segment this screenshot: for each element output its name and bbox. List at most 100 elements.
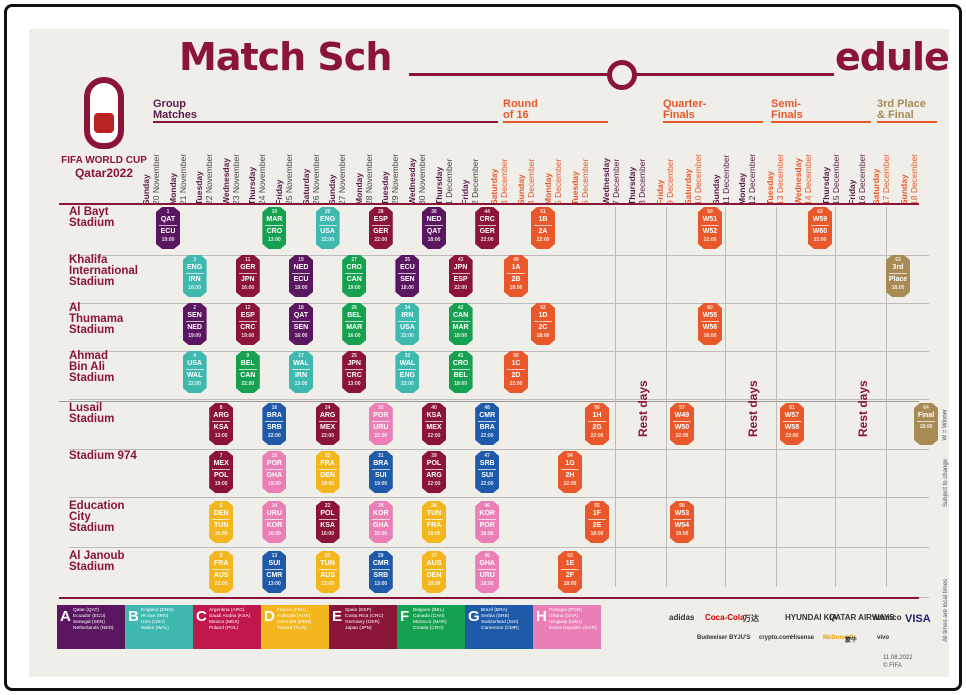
match-tile[interactable]: 63 3rd Place 18:00 — [886, 255, 910, 297]
match-t1: GER — [240, 264, 256, 271]
match-tile[interactable]: 38 TUN FRA 18:00 — [422, 501, 446, 543]
match-tile[interactable]: 25 JPN CRC 13:00 — [342, 351, 367, 393]
match-t2: JPN — [240, 276, 255, 283]
match-divider — [185, 369, 204, 370]
match-tile[interactable]: 44 CRC GER 22:00 — [475, 207, 500, 249]
match-tile[interactable]: 6 DEN TUN 16:00 — [209, 501, 234, 543]
match-tile[interactable]: 22 POL KSA 16:00 — [315, 501, 340, 543]
match-tile[interactable]: 53 1E 2F 18:00 — [558, 551, 582, 593]
match-tile[interactable]: 4 USA WAL 22:00 — [182, 351, 207, 393]
match-tile[interactable]: 43 JPN ESP 22:00 — [448, 255, 473, 297]
match-n: 61 — [789, 405, 795, 411]
match-divider — [318, 569, 337, 570]
match-tile[interactable]: 18 QAT SEN 16:00 — [289, 303, 313, 345]
match-tile[interactable]: 3 ENG IRN 16:00 — [182, 255, 207, 297]
match-tile[interactable]: 36 NED QAT 18:00 — [422, 207, 446, 249]
match-tile[interactable]: 35 ECU SEN 18:00 — [395, 255, 420, 297]
match-tile[interactable]: 21 TUN AUS 13:00 — [315, 551, 340, 593]
match-t1: CAN — [453, 312, 469, 319]
match-tile[interactable]: 41 CRO BEL 18:00 — [448, 351, 473, 393]
legend-team: Denmark (DEN) — [277, 620, 312, 625]
match-tile[interactable]: 34 IRN USA 22:00 — [395, 303, 420, 345]
match-tm: 22:00 — [785, 433, 799, 439]
match-divider — [212, 569, 231, 570]
venue-7: Al Janoub Stadium — [69, 550, 159, 573]
match-tile[interactable]: 28 ESP GER 22:00 — [368, 207, 393, 249]
match-tile[interactable]: 40 KSA MEX 22:00 — [422, 403, 446, 445]
match-divider — [318, 519, 337, 520]
match-tile[interactable]: 45 GHA URU 18:00 — [475, 551, 500, 593]
match-tile[interactable]: 54 1G 2H 22:00 — [558, 451, 582, 493]
match-tile[interactable]: 62 W59 W60 22:00 — [808, 207, 832, 249]
match-tile[interactable]: 58 W53 W54 18:00 — [670, 501, 694, 543]
match-t2: SUI — [481, 472, 494, 479]
poster-frame: Match Sch edule FIFA WORLD CUP Qatar2022… — [4, 4, 962, 691]
match-tm: 18:00 — [454, 333, 467, 339]
match-tile[interactable]: 60 W55 W56 18:00 — [698, 303, 722, 345]
match-tile[interactable]: 9 BEL CAN 22:00 — [235, 351, 260, 393]
row-divider — [69, 547, 929, 548]
phase-sf: Semi- Finals — [771, 98, 803, 121]
match-tile[interactable]: 39 POL ARG 22:00 — [422, 451, 446, 493]
match-n: 36 — [431, 209, 437, 215]
match-t2: ESP — [453, 276, 468, 283]
match-tile[interactable]: 14 URU KOR 16:00 — [262, 501, 287, 543]
match-tile[interactable]: 57 W49 W50 22:00 — [670, 403, 694, 445]
match-tile[interactable]: 11 GER JPN 16:00 — [235, 255, 260, 297]
match-t2: GER — [373, 228, 389, 235]
match-tm: 18:00 — [480, 581, 494, 587]
match-tile[interactable]: 23 FRA DEN 19:00 — [315, 451, 340, 493]
match-divider — [425, 421, 443, 422]
legend-team: Portugal (POR) — [549, 608, 582, 613]
match-tile[interactable]: 26 BEL MAR 16:00 — [342, 303, 367, 345]
match-tile[interactable]: 49 1A 2B 18:00 — [504, 255, 528, 297]
match-tile[interactable]: 51 1B 2A 22:00 — [531, 207, 555, 249]
match-tile[interactable]: 61 W57 W58 22:00 — [780, 403, 804, 445]
day-label: Tuesday 22 November — [194, 154, 214, 205]
match-tile[interactable]: 56 1H 2G 22:00 — [585, 403, 609, 445]
match-tile[interactable]: 32 POR URU 22:00 — [368, 403, 393, 445]
match-tile[interactable]: 19 NED ECU 19:00 — [289, 255, 313, 297]
match-tile[interactable]: 5 FRA AUS 22:00 — [209, 551, 234, 593]
match-tile[interactable]: 37 AUS DEN 18:00 — [422, 551, 446, 593]
match-tile[interactable]: 13 SUI CMR 13:00 — [262, 551, 287, 593]
venue-name-line: Al Bayt — [69, 206, 109, 218]
match-tile[interactable]: 30 KOR GHA 16:00 — [368, 501, 393, 543]
match-tile[interactable]: 27 CRO CAN 19:00 — [342, 255, 367, 297]
match-tile[interactable]: 55 1F 2E 18:00 — [585, 501, 609, 543]
match-tile[interactable]: 2 SEN NED 19:00 — [182, 303, 207, 345]
match-n: 59 — [707, 209, 713, 215]
match-tile[interactable]: 50 1C 2D 22:00 — [504, 351, 528, 393]
match-tile[interactable]: 31 BRA SUI 19:00 — [368, 451, 393, 493]
match-tile[interactable]: 12 ESP CRC 19:00 — [235, 303, 260, 345]
match-tile[interactable]: 29 CMR SRB 13:00 — [368, 551, 393, 593]
match-tile[interactable]: 64 Final 18:00 — [914, 403, 938, 445]
match-tile[interactable]: 10 MAR CRO 13:00 — [262, 207, 287, 249]
match-tile[interactable]: 20 ENG USA 22:00 — [315, 207, 340, 249]
match-tm: 22:00 — [675, 433, 689, 439]
match-n: 8 — [219, 405, 223, 411]
match-tile[interactable]: 48 CMR BRA 22:00 — [475, 403, 500, 445]
date: 6 December — [580, 158, 590, 205]
day-label: Saturday 3 December — [489, 159, 509, 205]
group-letter: G — [468, 608, 480, 625]
venue-name-line: City — [69, 511, 91, 523]
match-tile[interactable]: 1 QAT ECU 19:00 — [156, 207, 180, 249]
match-tile[interactable]: 7 MEX POL 19:00 — [209, 451, 234, 493]
match-tile[interactable]: 24 ARG MEX 22:00 — [315, 403, 340, 445]
match-tile[interactable]: 52 1D 2C 18:00 — [531, 303, 555, 345]
match-tile[interactable]: 33 WAL ENG 22:00 — [395, 351, 420, 393]
match-tile[interactable]: 47 SRB SUI 22:00 — [475, 451, 500, 493]
match-tile[interactable]: 8 ARG KSA 13:00 — [209, 403, 234, 445]
weekday: Wednesday — [793, 157, 803, 205]
match-tile[interactable]: 59 W51 W52 22:00 — [698, 207, 722, 249]
match-tile[interactable]: 42 CAN MAR 18:00 — [448, 303, 473, 345]
match-tile[interactable]: 16 BRA SRB 22:00 — [262, 403, 287, 445]
match-t1: ENG — [187, 264, 203, 271]
match-tile[interactable]: 46 KOR POR 18:00 — [475, 501, 500, 543]
row-divider — [69, 255, 929, 256]
match-tile[interactable]: 15 POR GHA 19:00 — [262, 451, 287, 493]
venue-name-line: Stadium — [69, 372, 115, 384]
match-divider — [398, 369, 417, 370]
match-tile[interactable]: 17 WAL IRN 13:00 — [289, 351, 313, 393]
